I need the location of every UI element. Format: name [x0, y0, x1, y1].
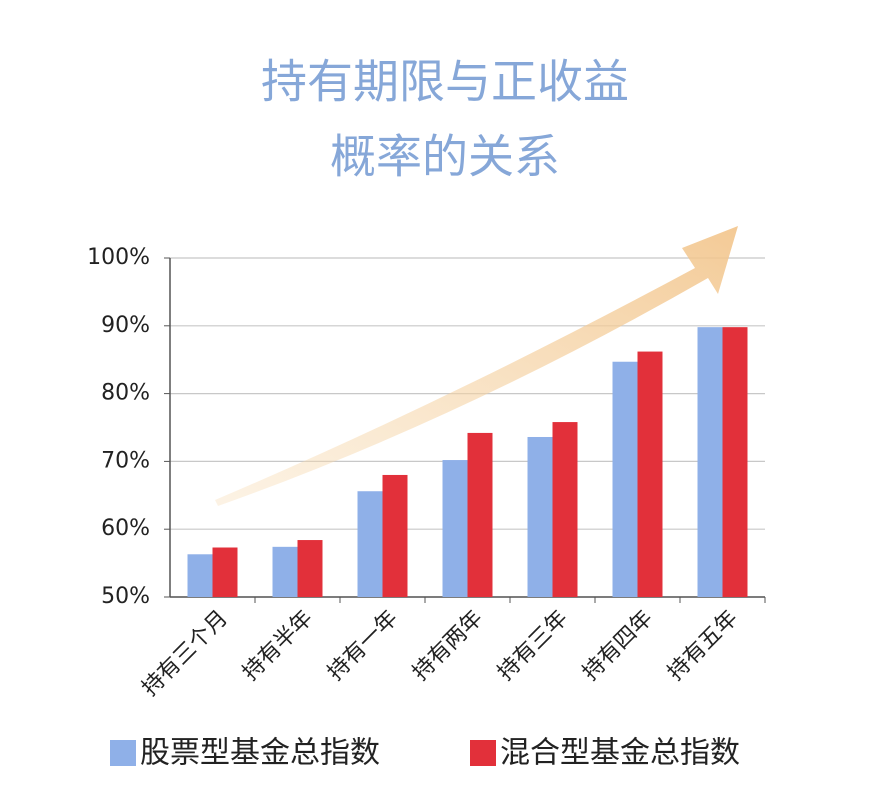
chart-title: 概率的关系	[330, 130, 560, 184]
bar	[612, 361, 638, 597]
bar	[357, 491, 383, 597]
chart-title: 持有期限与正收益	[261, 55, 629, 109]
y-tick-label: 90%	[101, 313, 150, 338]
bar	[187, 554, 213, 597]
bar	[467, 432, 493, 597]
bar	[442, 460, 468, 597]
bar	[527, 436, 553, 597]
bar	[722, 327, 748, 597]
y-tick-label: 60%	[101, 516, 150, 541]
x-tick-label: 持有一年	[323, 606, 403, 686]
bar	[382, 474, 408, 597]
y-tick-label: 70%	[101, 448, 150, 473]
legend-label: 混合型基金总指数	[500, 736, 740, 771]
trend-arrow	[215, 226, 738, 506]
bar	[697, 327, 723, 597]
bar	[552, 422, 578, 597]
bar	[212, 547, 238, 597]
legend-swatch	[470, 740, 496, 766]
y-tick-label: 50%	[101, 584, 150, 609]
legend-label: 股票型基金总指数	[140, 736, 380, 771]
bar	[297, 540, 323, 597]
bar	[272, 546, 298, 597]
x-tick-label: 持有两年	[408, 606, 488, 686]
y-tick-label: 100%	[87, 245, 150, 270]
legend-swatch	[110, 740, 136, 766]
x-tick-label: 持有半年	[238, 606, 318, 686]
x-tick-label: 持有三年	[493, 606, 573, 686]
x-tick-label: 持有三个月	[138, 606, 233, 701]
x-tick-label: 持有五年	[663, 606, 743, 686]
y-tick-label: 80%	[101, 381, 150, 406]
bar	[637, 351, 663, 597]
x-tick-label: 持有四年	[578, 606, 658, 686]
